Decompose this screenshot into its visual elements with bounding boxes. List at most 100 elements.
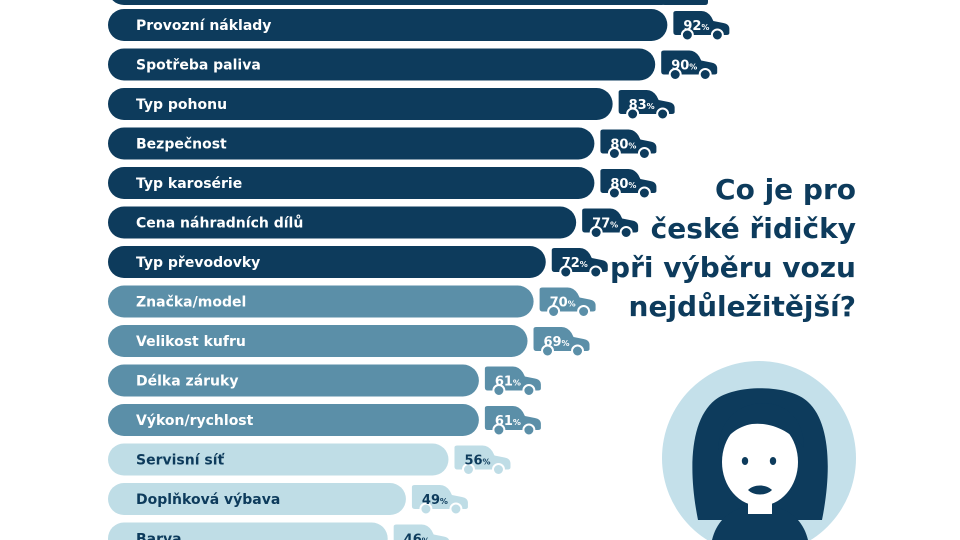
bar-cropped-top — [112, 0, 674, 5]
car-wheel-front-9 — [492, 384, 506, 397]
car-icon-7 — [539, 287, 596, 318]
car-icon-0 — [673, 11, 730, 42]
bar-3 — [108, 127, 595, 160]
bar-13 — [108, 522, 388, 540]
bars-group: Provozní náklady 92 % Spotřeba paliva 90 % Typ… — [108, 0, 730, 540]
bar-label-6: Typ převodovky — [136, 255, 260, 271]
pct-sign-5: % — [610, 221, 618, 230]
shoulders-icon — [712, 505, 808, 540]
car-icon-8 — [533, 327, 590, 358]
bar-8 — [108, 325, 528, 357]
car-icon-5 — [582, 208, 639, 239]
car-icon-6 — [551, 248, 608, 279]
car-wheel-rear-0 — [710, 28, 724, 42]
bar-label-1: Spotřeba paliva — [136, 58, 261, 74]
bar-label-7: Značka/model — [136, 295, 246, 311]
pct-sign-0: % — [701, 23, 709, 32]
car-wheel-rear-6 — [589, 265, 603, 279]
lips-icon — [748, 485, 772, 495]
car-wheel-rear-12 — [449, 502, 463, 516]
pct-sign-13: % — [422, 537, 430, 540]
pct-value-5: 77 — [592, 217, 610, 232]
bar-label-5: Cena náhradních dílů — [136, 215, 303, 232]
bar-1 — [108, 48, 656, 81]
bar-7 — [108, 285, 534, 318]
car-wheel-rear-1 — [698, 68, 712, 81]
bangs-icon — [718, 403, 804, 450]
bar-label-4: Typ karosérie — [136, 176, 242, 192]
bar-9 — [108, 364, 479, 397]
bar-5 — [108, 206, 577, 239]
car-wheel-front-7 — [547, 305, 561, 318]
car-wheel-rear-4 — [637, 186, 651, 200]
pct-value-1: 90 — [671, 59, 689, 74]
pct-value-9: 61 — [495, 375, 513, 390]
car-icon-4 — [600, 169, 657, 200]
title-line-4: nejdůležitější? — [628, 290, 856, 323]
car-icon-13 — [393, 524, 450, 540]
pct-sign-8: % — [562, 339, 570, 348]
pct-sign-11: % — [482, 458, 490, 467]
car-icon-cropped-top — [662, 0, 708, 5]
bar-label-0: Provozní náklady — [136, 18, 271, 34]
bar-2 — [108, 88, 613, 120]
pct-sign-3: % — [628, 142, 636, 151]
bar-label-11: Servisní síť — [136, 453, 226, 469]
pct-value-2: 83 — [629, 98, 647, 113]
car-wheel-rear-3 — [637, 147, 651, 160]
pct-sign-6: % — [580, 260, 588, 269]
bar-label-13: Barva — [136, 532, 182, 540]
car-wheel-front-12 — [419, 502, 433, 516]
bar-0 — [108, 9, 668, 41]
car-icon-10 — [484, 406, 541, 437]
car-wheel-front-1 — [668, 68, 682, 81]
pct-value-7: 70 — [550, 296, 568, 311]
car-wheel-front-6 — [559, 265, 573, 279]
bar-label-10: Výkon/rychlost — [136, 413, 254, 429]
bar-label-12: Doplňková výbava — [136, 492, 280, 508]
pct-sign-12: % — [440, 497, 448, 506]
bar-6 — [108, 246, 546, 278]
bar-4 — [108, 167, 595, 199]
pct-value-3: 80 — [610, 138, 628, 153]
title-line-1: Co je pro — [715, 173, 856, 206]
pct-value-10: 61 — [495, 414, 513, 429]
left-eye-icon — [741, 457, 749, 465]
face-icon — [722, 418, 798, 506]
pct-value-11: 56 — [464, 454, 482, 469]
car-wheel-rear-9 — [522, 384, 536, 397]
car-wheel-front-2 — [626, 107, 640, 121]
pct-sign-4: % — [628, 181, 636, 190]
bar-label-3: Bezpečnost — [136, 137, 227, 153]
pct-value-8: 69 — [544, 335, 562, 350]
pct-sign-1: % — [689, 63, 697, 72]
car-wheel-rear-8 — [571, 344, 585, 358]
pct-value-4: 80 — [610, 177, 628, 192]
title-line-2: české řidičky — [650, 212, 856, 245]
car-wheel-front-5 — [589, 226, 603, 239]
car-icon-1 — [661, 50, 718, 81]
bar-label-2: Typ pohonu — [136, 97, 227, 113]
pct-sign-7: % — [568, 300, 576, 309]
bar-10 — [108, 404, 479, 436]
car-wheel-rear-5 — [619, 226, 633, 239]
pct-value-13: 46 — [404, 533, 422, 540]
pct-value-6: 72 — [562, 256, 580, 271]
car-wheel-front-0 — [680, 28, 694, 42]
car-wheel-front-4 — [607, 186, 621, 200]
pct-sign-9: % — [513, 379, 521, 388]
car-icon-11 — [454, 445, 511, 476]
chart-title: Co je pro české řidičky při výběru vozu … — [556, 170, 856, 326]
bar-label-9: Délka záruky — [136, 374, 238, 390]
car-icon-3 — [600, 129, 657, 160]
pct-value-0: 92 — [683, 19, 701, 34]
right-eye-icon — [769, 457, 777, 465]
car-wheel-rear-2 — [656, 107, 670, 121]
pct-sign-2: % — [647, 102, 655, 111]
car-wheel-front-10 — [492, 423, 506, 437]
car-wheel-front-8 — [541, 344, 555, 358]
car-wheel-rear-10 — [522, 423, 536, 437]
car-icon-2 — [618, 90, 675, 121]
woman-avatar-icon — [662, 361, 856, 540]
